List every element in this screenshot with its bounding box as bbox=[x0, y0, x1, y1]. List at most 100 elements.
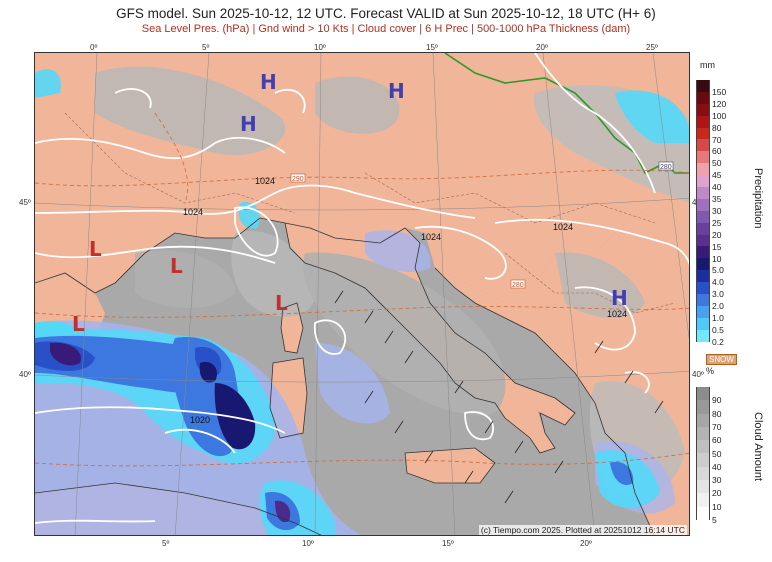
precip-swatch bbox=[697, 91, 709, 104]
graticule-line bbox=[74, 53, 98, 535]
cloud-swatch bbox=[697, 506, 709, 520]
coastline-italy bbox=[284, 222, 576, 454]
cloud-level-label: 80 bbox=[712, 408, 722, 419]
isobar bbox=[234, 206, 279, 257]
cloud-patch bbox=[315, 76, 400, 134]
cloud-level-label: 30 bbox=[712, 475, 722, 486]
lon-label-bottom: 20º bbox=[580, 539, 592, 548]
isobar bbox=[35, 184, 476, 219]
precip-swatch bbox=[697, 222, 709, 235]
isobar bbox=[464, 411, 495, 441]
precip-light bbox=[365, 230, 431, 273]
wind-label: 280 bbox=[660, 164, 672, 171]
map-subtitle: Sea Level Pres. (hPa) | Gnd wind > 10 Kt… bbox=[141, 23, 631, 35]
land-italy-heel bbox=[515, 383, 575, 425]
cloud-level-label: 60 bbox=[712, 435, 722, 446]
precip-level-label: 70 bbox=[712, 134, 722, 145]
thickness-line bbox=[154, 112, 189, 204]
wind-label: 290 bbox=[292, 176, 304, 183]
high-pressure-center: H bbox=[388, 79, 405, 103]
lon-label-bottom: 10º bbox=[302, 539, 314, 548]
precip-level-label: 120 bbox=[712, 98, 727, 109]
isobar bbox=[114, 88, 152, 109]
isobar bbox=[574, 286, 636, 351]
low-pressure-center: L bbox=[275, 291, 288, 315]
lon-label-top: 15º bbox=[426, 43, 438, 52]
precip-swatch bbox=[697, 175, 709, 188]
lat-label-left: 45º bbox=[19, 198, 31, 207]
isobar bbox=[164, 428, 236, 454]
high-pressure-center: H bbox=[611, 286, 628, 310]
isobar bbox=[414, 225, 507, 280]
high-pressure-center: H bbox=[260, 70, 277, 94]
precip-legend-title: Precipitation bbox=[752, 168, 764, 229]
isobars bbox=[35, 53, 689, 524]
cloud-level-label: 40 bbox=[712, 461, 722, 472]
cloud-swatch bbox=[697, 387, 709, 401]
cloud-level-label: 10 bbox=[712, 501, 722, 512]
isobar bbox=[534, 53, 656, 194]
low-pressure-center: L bbox=[170, 254, 183, 278]
low-pressure-center: L bbox=[72, 312, 85, 336]
isobar bbox=[494, 218, 689, 266]
precip-swatch bbox=[697, 246, 709, 259]
precip-level-label: 20 bbox=[712, 229, 722, 240]
precip-light bbox=[315, 343, 390, 424]
cloud-swatch bbox=[697, 413, 709, 427]
map-canvas: H H H H L L L L 1024 1024 1024 1024 1024… bbox=[35, 53, 689, 535]
precip-level-label: 40 bbox=[712, 182, 722, 193]
cloud-swatch bbox=[697, 453, 709, 467]
isobar bbox=[35, 136, 286, 160]
cloud-patch bbox=[95, 66, 286, 155]
cloud-patch bbox=[135, 250, 235, 308]
lon-label-top: 5º bbox=[202, 43, 210, 52]
cloud-level-label: 20 bbox=[712, 488, 722, 499]
map-title: GFS model. Sun 2025-10-12, 12 UTC. Forec… bbox=[116, 6, 656, 21]
isobar bbox=[35, 245, 276, 264]
lat-label-right: 40º bbox=[692, 370, 704, 379]
isobar-label: 1024 bbox=[255, 176, 275, 186]
precip-swatch bbox=[697, 103, 709, 116]
cloud-swatch bbox=[697, 480, 709, 494]
precip-unit: mm bbox=[700, 60, 715, 70]
wind-label-box bbox=[510, 279, 526, 289]
precip-level-label: 0.5 bbox=[712, 324, 724, 335]
graticule-line bbox=[314, 53, 322, 535]
graticule-line bbox=[174, 53, 210, 535]
precip-level-label: 3.0 bbox=[712, 289, 724, 300]
low-pressure-center: L bbox=[89, 237, 102, 261]
precip-level-label: 45 bbox=[712, 170, 722, 181]
precip-swatch bbox=[697, 270, 709, 283]
isobar bbox=[624, 371, 650, 394]
precip-level-label: 25 bbox=[712, 217, 722, 228]
lon-label-top: 20º bbox=[536, 43, 548, 52]
precip-level-label: 30 bbox=[712, 205, 722, 216]
isobar bbox=[35, 519, 156, 524]
precip-level-label: 1.0 bbox=[712, 313, 724, 323]
precip-level-label: 10 bbox=[712, 253, 722, 264]
graticule bbox=[35, 53, 689, 535]
precip-swatch bbox=[697, 127, 709, 140]
precip-level-label: 0.2 bbox=[712, 336, 724, 347]
isobar-label: 1020 bbox=[190, 415, 210, 425]
coastline-sicily bbox=[404, 447, 496, 484]
isobar-labels: 1024 1024 1024 1024 1024 1020 bbox=[183, 176, 627, 425]
isobar bbox=[274, 88, 306, 114]
precip-level-label: 150 bbox=[712, 86, 727, 97]
cloud-swatch bbox=[697, 466, 709, 481]
precip-swatch bbox=[697, 151, 709, 164]
high-pressure-center: H bbox=[240, 112, 257, 136]
isobar bbox=[313, 319, 347, 355]
precip-swatch bbox=[697, 294, 709, 306]
precip-level-label: 60 bbox=[712, 146, 722, 157]
precip-swatch bbox=[697, 80, 709, 92]
precip-level-label: 35 bbox=[712, 194, 722, 204]
cloud-swatch bbox=[697, 440, 709, 454]
wind-labels: 290 280 280 bbox=[290, 161, 674, 289]
precip-swatch bbox=[697, 163, 709, 176]
coastline-corsica bbox=[280, 302, 304, 354]
lon-label-top: 10º bbox=[314, 43, 326, 52]
precip-swatch bbox=[697, 258, 709, 271]
precip-level-label: 5.0 bbox=[712, 265, 724, 276]
precip-swatch bbox=[697, 305, 709, 318]
